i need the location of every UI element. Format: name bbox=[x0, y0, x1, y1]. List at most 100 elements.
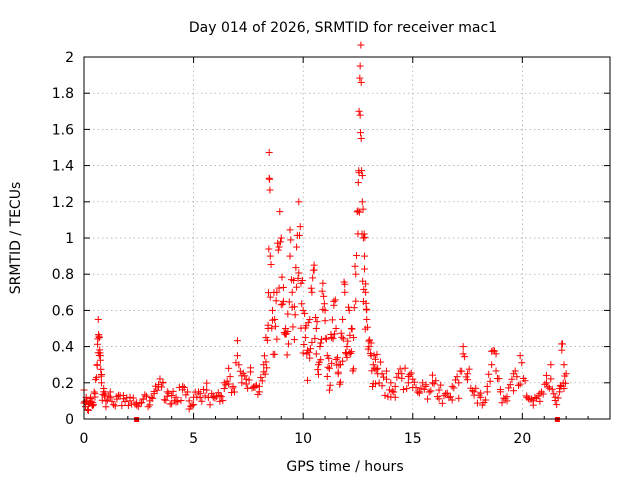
data-point bbox=[206, 401, 214, 409]
data-point bbox=[435, 386, 443, 394]
data-point bbox=[316, 342, 324, 350]
data-point bbox=[361, 265, 369, 273]
data-point bbox=[332, 355, 340, 363]
data-point bbox=[485, 370, 493, 378]
data-point bbox=[92, 374, 100, 382]
x-tick-label: 20 bbox=[513, 431, 531, 447]
data-point bbox=[561, 379, 569, 387]
data-point bbox=[229, 382, 237, 390]
data-point bbox=[286, 226, 294, 234]
data-point bbox=[323, 372, 331, 380]
data-point bbox=[360, 285, 368, 293]
y-tick-label: 1 bbox=[65, 231, 74, 247]
data-point bbox=[146, 397, 154, 405]
data-point bbox=[545, 384, 553, 392]
y-tick-label: 0 bbox=[65, 412, 74, 428]
data-point bbox=[403, 385, 411, 393]
data-point bbox=[338, 333, 346, 341]
data-point bbox=[350, 334, 358, 342]
data-point bbox=[265, 148, 273, 156]
data-point bbox=[84, 406, 92, 414]
data-point bbox=[172, 393, 180, 401]
data-point bbox=[374, 364, 382, 372]
data-point bbox=[551, 393, 559, 401]
data-point bbox=[296, 231, 304, 239]
data-point bbox=[443, 389, 451, 397]
data-point bbox=[301, 309, 309, 317]
data-point bbox=[283, 351, 291, 359]
y-axis-label: SRMTID / TECUs bbox=[8, 182, 24, 295]
data-point bbox=[345, 306, 353, 314]
data-point bbox=[339, 335, 347, 343]
data-point bbox=[121, 398, 129, 406]
data-point bbox=[350, 365, 358, 373]
data-point bbox=[268, 306, 276, 314]
data-point bbox=[276, 208, 284, 216]
data-point bbox=[312, 313, 320, 321]
data-point bbox=[311, 334, 319, 342]
data-point bbox=[275, 243, 283, 251]
data-point bbox=[289, 323, 297, 331]
data-point bbox=[506, 381, 514, 389]
data-point bbox=[332, 325, 340, 332]
data-point bbox=[516, 352, 524, 360]
data-point bbox=[225, 364, 233, 372]
data-point bbox=[357, 129, 365, 137]
data-point bbox=[318, 287, 326, 295]
data-point bbox=[139, 395, 147, 403]
data-point bbox=[329, 335, 337, 343]
data-point bbox=[315, 370, 323, 378]
data-point bbox=[323, 352, 331, 360]
data-point bbox=[298, 300, 306, 308]
data-point bbox=[428, 379, 436, 387]
data-point bbox=[388, 387, 396, 395]
data-point bbox=[300, 340, 308, 348]
data-point bbox=[150, 390, 158, 398]
data-point bbox=[90, 388, 98, 396]
data-point bbox=[321, 306, 329, 314]
data-point bbox=[363, 315, 371, 323]
data-point bbox=[425, 388, 433, 396]
data-point bbox=[447, 393, 455, 401]
data-point bbox=[556, 388, 564, 396]
data-point bbox=[261, 370, 269, 378]
data-point bbox=[185, 397, 193, 405]
data-point bbox=[133, 399, 141, 407]
data-point bbox=[442, 390, 450, 398]
data-point bbox=[220, 379, 228, 387]
data-point bbox=[410, 378, 418, 386]
axis-ticks: 00.20.40.60.811.21.41.61.820 5 10 15 20 bbox=[52, 50, 610, 447]
data-point bbox=[373, 350, 381, 358]
data-point bbox=[290, 336, 298, 344]
data-point bbox=[262, 334, 270, 342]
data-point bbox=[458, 367, 466, 375]
data-point bbox=[233, 337, 241, 345]
data-point bbox=[294, 274, 302, 282]
data-point bbox=[325, 364, 333, 372]
data-point bbox=[274, 246, 282, 254]
data-point bbox=[486, 377, 494, 385]
data-point bbox=[328, 359, 336, 367]
data-point bbox=[415, 388, 423, 396]
data-point bbox=[321, 317, 329, 325]
y-tick-label: 0.4 bbox=[52, 340, 74, 356]
data-point bbox=[180, 384, 188, 392]
data-point bbox=[358, 167, 366, 175]
data-point bbox=[516, 380, 524, 388]
data-point bbox=[404, 379, 412, 387]
data-point bbox=[292, 264, 300, 272]
data-point bbox=[260, 352, 268, 360]
data-point bbox=[308, 338, 316, 346]
data-point bbox=[363, 323, 371, 331]
data-point bbox=[472, 384, 480, 392]
data-point bbox=[219, 397, 227, 405]
data-point bbox=[188, 402, 196, 410]
data-point bbox=[356, 62, 364, 70]
data-point bbox=[317, 356, 325, 364]
data-point bbox=[174, 398, 182, 406]
data-point bbox=[190, 401, 198, 409]
data-point bbox=[162, 396, 170, 404]
y-tick-label: 0.6 bbox=[52, 303, 74, 319]
data-point bbox=[323, 335, 331, 343]
data-point bbox=[203, 386, 211, 394]
